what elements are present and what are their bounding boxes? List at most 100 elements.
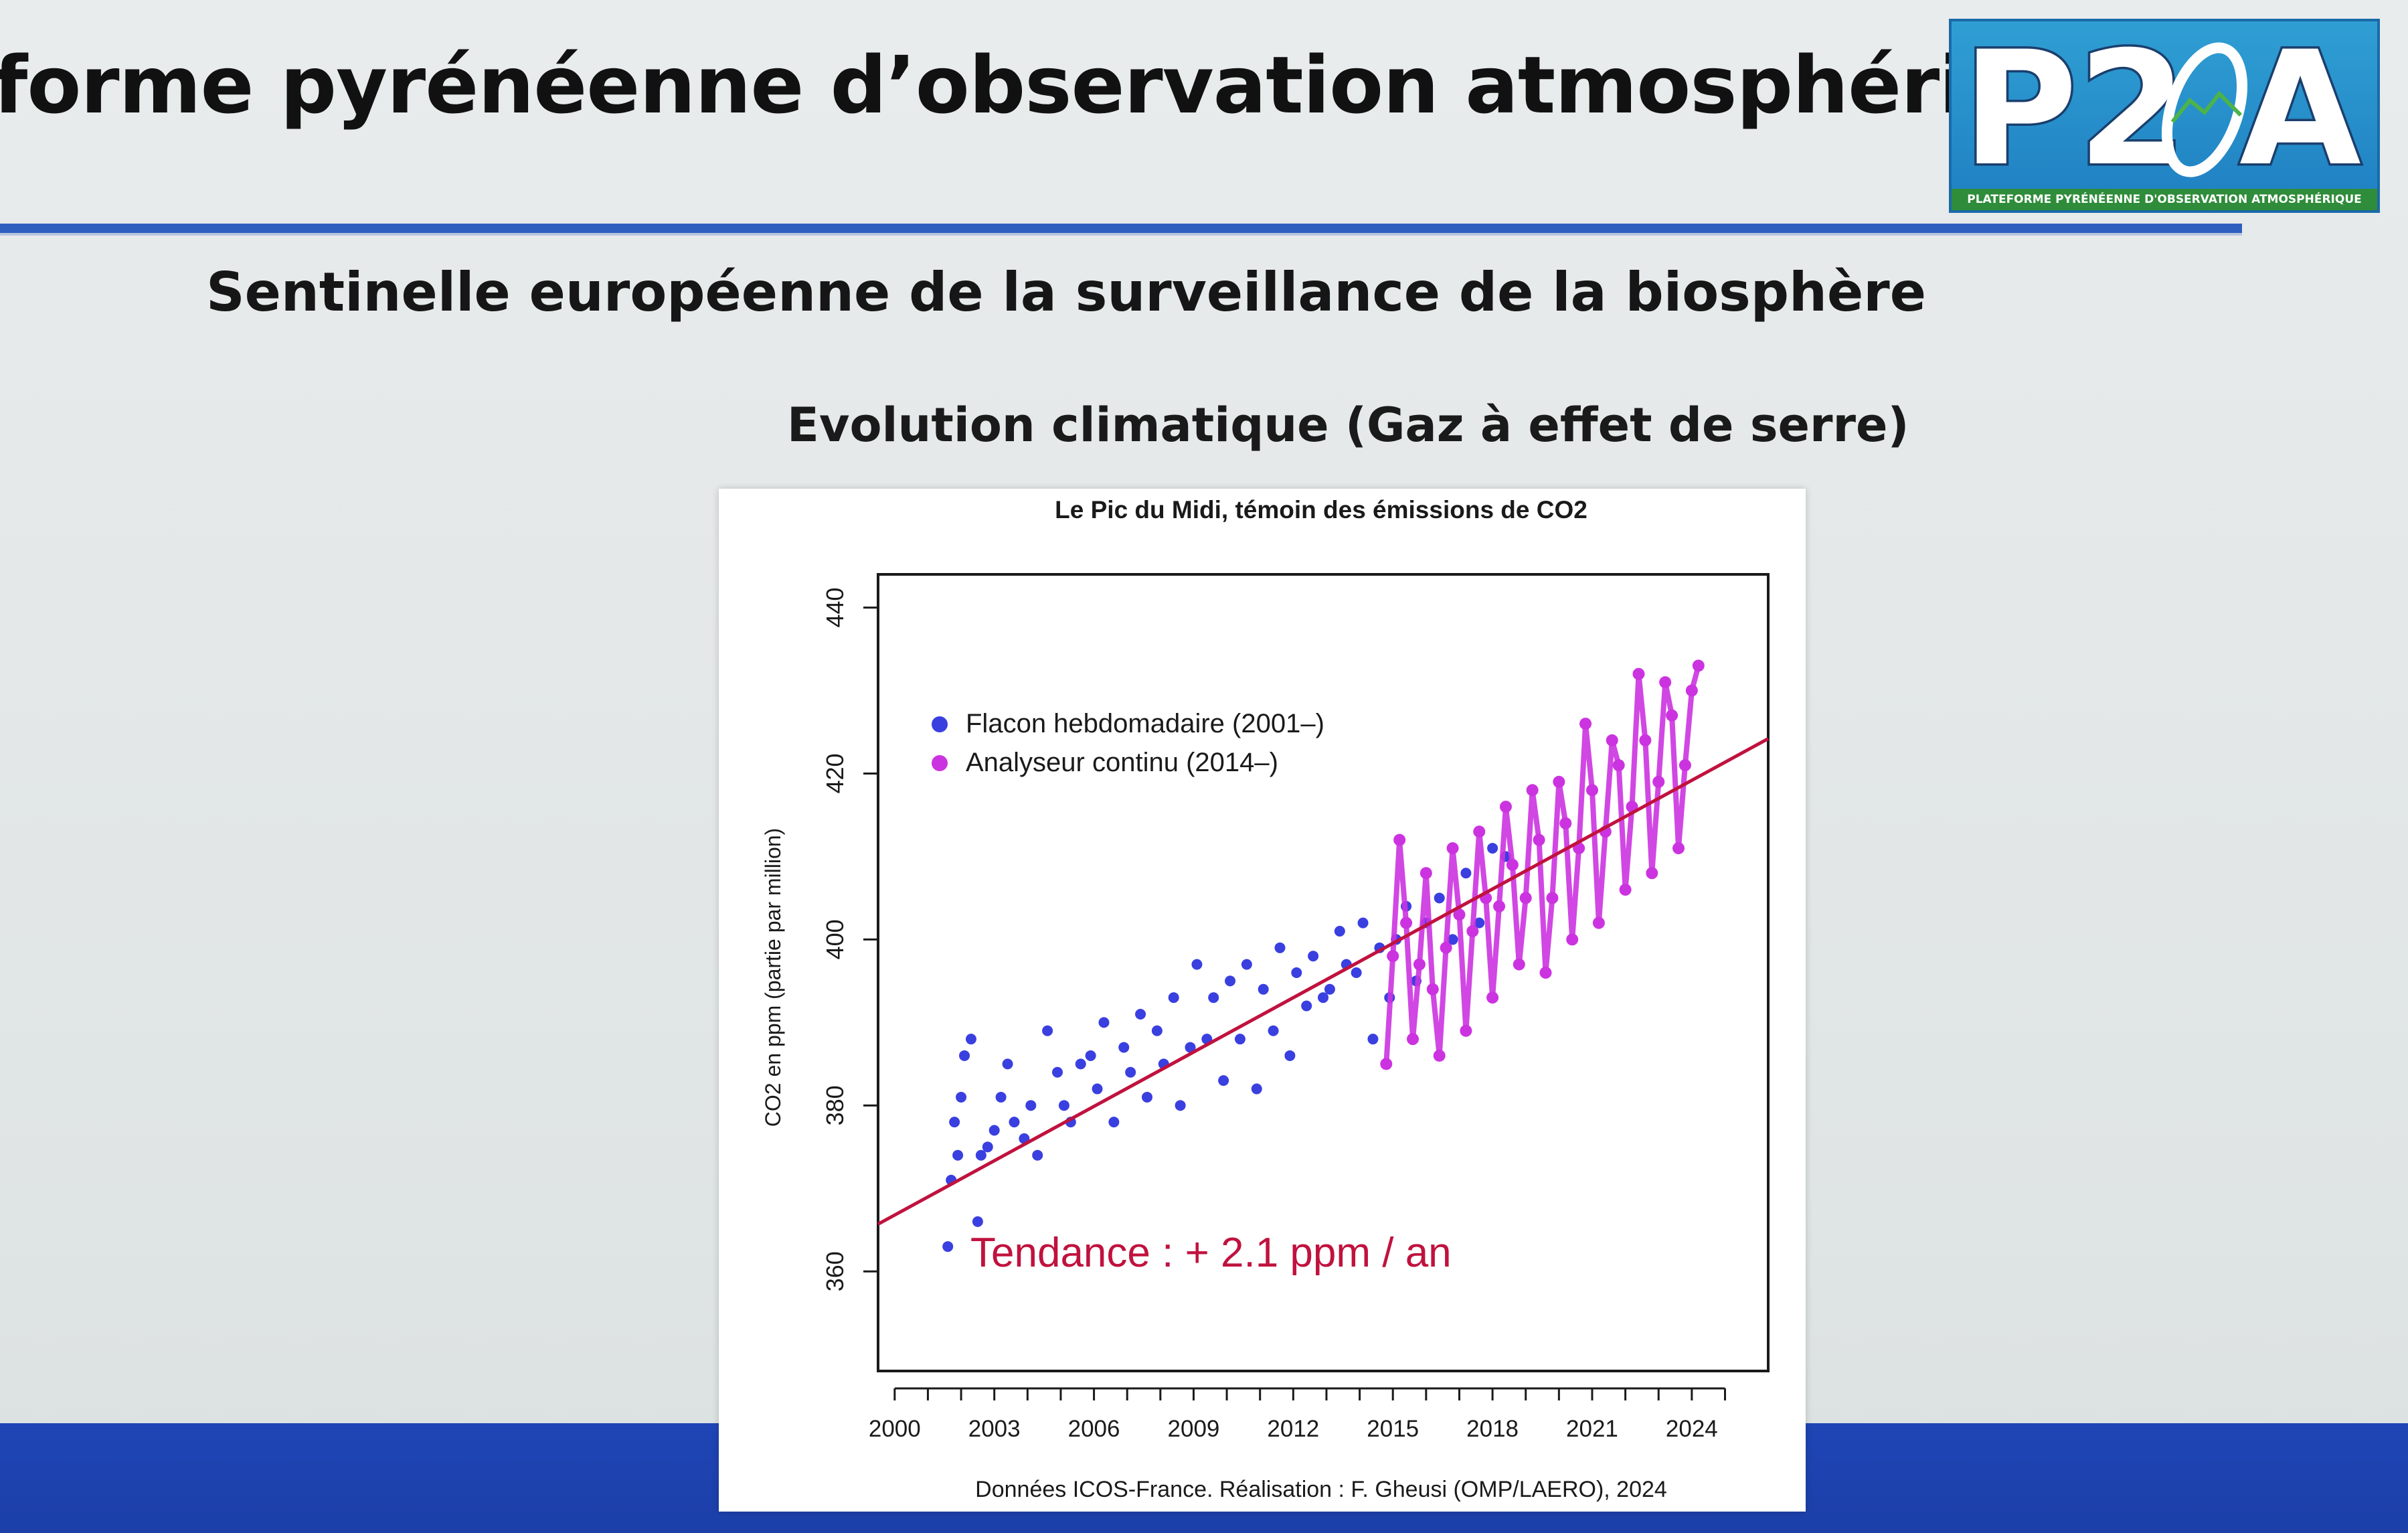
logo-caption: PLATEFORME PYRÉNÉENNE D'OBSERVATION ATMO… <box>1952 189 2377 210</box>
x-tick-label: 2003 <box>968 1416 1021 1442</box>
flask-point <box>995 1091 1007 1103</box>
analyzer-point <box>1380 1058 1393 1070</box>
flask-point <box>1025 1100 1037 1111</box>
x-tick-label: 2018 <box>1466 1416 1519 1442</box>
continuous-analyzer-series <box>1380 659 1705 1070</box>
analyzer-point <box>1506 858 1519 871</box>
analyzer-point <box>1685 684 1698 697</box>
analyzer-point <box>1426 983 1439 995</box>
analyzer-point <box>1466 925 1479 938</box>
y-tick-label: 380 <box>821 1085 849 1125</box>
p2oa-logo: P2 A <box>1949 16 2380 213</box>
legend-label-analyzer: Analyseur continu (2014–) <box>966 748 1278 777</box>
flask-point <box>1042 1025 1053 1036</box>
analyzer-point <box>1612 759 1625 772</box>
trend-annotation: Tendance : + 2.1 ppm / an <box>970 1230 1452 1276</box>
chart-title: Le Pic du Midi, témoin des émissions de … <box>1055 496 1587 523</box>
y-tick-label: 400 <box>821 919 849 959</box>
analyzer-point <box>1533 833 1545 846</box>
flask-point <box>1098 1017 1110 1028</box>
analyzer-point <box>1473 825 1486 838</box>
flask-point <box>949 1117 960 1128</box>
flask-point <box>1351 967 1362 978</box>
trend-line <box>877 737 1770 1226</box>
flask-point <box>965 1034 976 1045</box>
analyzer-point <box>1632 667 1645 680</box>
flask-point <box>1075 1058 1086 1070</box>
flask-point <box>1474 917 1485 929</box>
flask-point <box>1318 992 1328 1003</box>
flask-point <box>1357 917 1369 929</box>
flask-point <box>1208 992 1219 1003</box>
flask-point <box>1218 1075 1229 1086</box>
svg-text:P2: P2 <box>1962 21 2187 189</box>
flask-point <box>1125 1066 1136 1078</box>
analyzer-point <box>1659 676 1672 689</box>
flask-point <box>1051 1066 1063 1078</box>
plot-frame <box>877 573 1770 1372</box>
flask-point <box>1002 1058 1013 1070</box>
analyzer-point <box>1460 1024 1472 1037</box>
flask-point <box>1291 967 1302 978</box>
analyzer-trace <box>1383 665 1701 1064</box>
legend-marker-analyzer <box>932 755 948 771</box>
flask-point <box>1460 868 1472 879</box>
y-axis: 360 380 400 420 440 <box>821 588 878 1291</box>
flask-point <box>982 1141 993 1153</box>
flask-point <box>1092 1083 1103 1095</box>
flask-point <box>1118 1042 1130 1053</box>
flask-point <box>1191 959 1203 970</box>
analyzer-point <box>1592 916 1605 929</box>
y-tick-label: 440 <box>821 588 849 628</box>
chart-panel: Le Pic du Midi, témoin des émissions de … <box>719 489 1806 1512</box>
flask-point <box>956 1091 967 1103</box>
analyzer-point <box>1493 900 1506 912</box>
analyzer-point <box>1646 867 1658 880</box>
flask-point <box>972 1216 983 1227</box>
analyzer-point <box>1559 817 1572 829</box>
flask-point <box>1032 1149 1043 1161</box>
flask-point <box>1447 934 1458 945</box>
analyzer-point <box>1639 734 1652 746</box>
x-axis: 2000 2003 2006 2009 2012 2015 2018 2021 2024 <box>869 1387 1726 1442</box>
legend: Flacon hebdomadaire (2001–) Analyseur co… <box>932 709 1324 777</box>
analyzer-point <box>1526 784 1539 797</box>
y-axis-label: CO2 en ppm (partie par million) <box>761 828 785 1127</box>
analyzer-point <box>1679 759 1691 772</box>
flask-point <box>1151 1025 1163 1036</box>
flask-point <box>1434 892 1445 904</box>
y-tick-label: 420 <box>821 753 849 793</box>
flask-point <box>1284 1050 1296 1061</box>
header-divider <box>0 224 2242 233</box>
analyzer-point <box>1579 718 1592 730</box>
analyzer-point <box>1553 775 1565 788</box>
x-tick-label: 2009 <box>1168 1416 1220 1442</box>
analyzer-point <box>1453 908 1466 921</box>
analyzer-point <box>1433 1049 1446 1062</box>
analyzer-point <box>1619 884 1632 896</box>
flask-point <box>1367 1034 1379 1045</box>
analyzer-point <box>1420 867 1432 880</box>
header-divider-shadow <box>0 233 2242 236</box>
analyzer-point <box>1393 833 1406 846</box>
flask-point <box>1108 1117 1120 1128</box>
analyzer-point <box>1519 892 1532 904</box>
analyzer-point <box>1400 916 1413 929</box>
x-tick-label: 2021 <box>1566 1416 1618 1442</box>
slide-title: forme pyrénéenne d’observation atmosphér… <box>0 39 2130 131</box>
flask-point <box>1258 983 1269 995</box>
legend-label-flask: Flacon hebdomadaire (2001–) <box>966 709 1324 738</box>
analyzer-point <box>1585 784 1598 797</box>
analyzer-point <box>1606 734 1618 746</box>
flask-point <box>988 1125 1000 1136</box>
flask-point <box>1301 1000 1312 1012</box>
flask-point <box>1324 983 1335 995</box>
flask-point <box>1058 1100 1069 1111</box>
analyzer-point <box>1513 958 1525 971</box>
flask-point <box>1009 1117 1020 1128</box>
flask-point <box>1168 992 1179 1003</box>
analyzer-point <box>1486 991 1499 1004</box>
co2-chart: Le Pic du Midi, témoin des émissions de … <box>761 496 1770 1502</box>
flask-point <box>1225 975 1236 987</box>
